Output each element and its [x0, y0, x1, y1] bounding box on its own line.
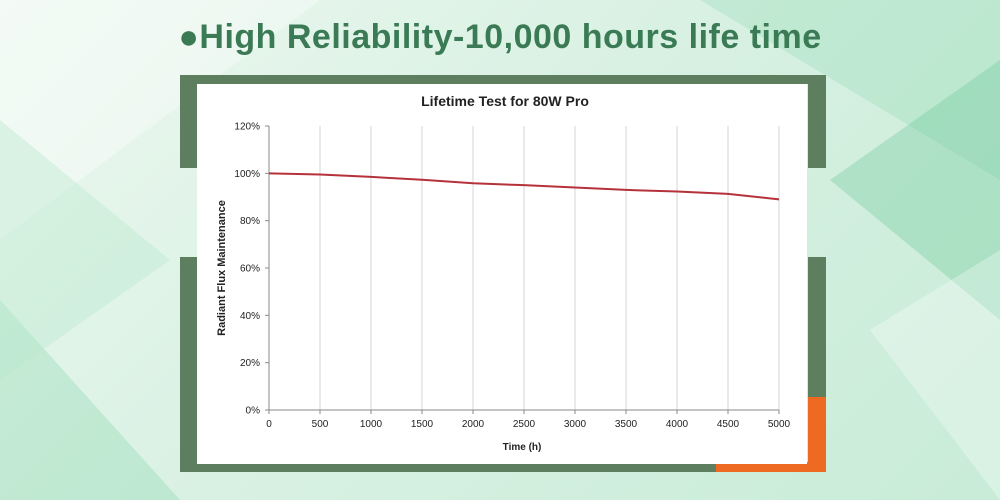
x-tick-label: 3500 — [615, 419, 638, 430]
frame-right-upper-bar — [808, 75, 826, 168]
y-axis-label: Radiant Flux Maintenance — [216, 200, 228, 336]
series-line — [268, 172, 780, 201]
x-tick-label: 500 — [312, 419, 329, 430]
x-axis-label: Time (h) — [503, 442, 542, 453]
x-tick-label: 5000 — [768, 419, 791, 430]
y-tick-label: 20% — [240, 358, 260, 369]
x-tick-label: 1500 — [411, 419, 434, 430]
frame-right-lower-bar — [808, 257, 826, 397]
x-tick-label: 4500 — [717, 419, 740, 430]
x-tick-label: 4000 — [666, 419, 689, 430]
x-tick-label: 0 — [266, 419, 272, 430]
frame-accent-corner-vertical — [808, 397, 826, 472]
x-tick-label: 2500 — [513, 419, 536, 430]
lifetime-chart: Lifetime Test for 80W Pro 0 500 1000 1500 20… — [216, 93, 791, 453]
chart-title: Lifetime Test for 80W Pro — [421, 93, 589, 109]
y-tick-label: 60% — [240, 264, 260, 275]
x-tick-label: 3000 — [564, 419, 587, 430]
y-tick-label: 100% — [234, 169, 260, 180]
frame-left-lower-bar — [180, 257, 198, 472]
x-tick-label: 2000 — [462, 419, 485, 430]
y-tick-label: 0% — [246, 406, 261, 417]
frame-left-upper-bar — [180, 75, 198, 168]
frame-bottom-bar — [180, 462, 720, 472]
headline: ●High Reliability-10,000 hours life time — [178, 18, 822, 56]
chart-panel — [197, 84, 807, 464]
y-tick-label: 120% — [234, 122, 260, 133]
y-tick-label: 40% — [240, 311, 260, 322]
x-tick-label: 1000 — [360, 419, 383, 430]
y-tick-label: 80% — [240, 216, 260, 227]
frame-accent-corner-horizontal — [716, 462, 826, 472]
frame-top-bar — [180, 75, 826, 84]
